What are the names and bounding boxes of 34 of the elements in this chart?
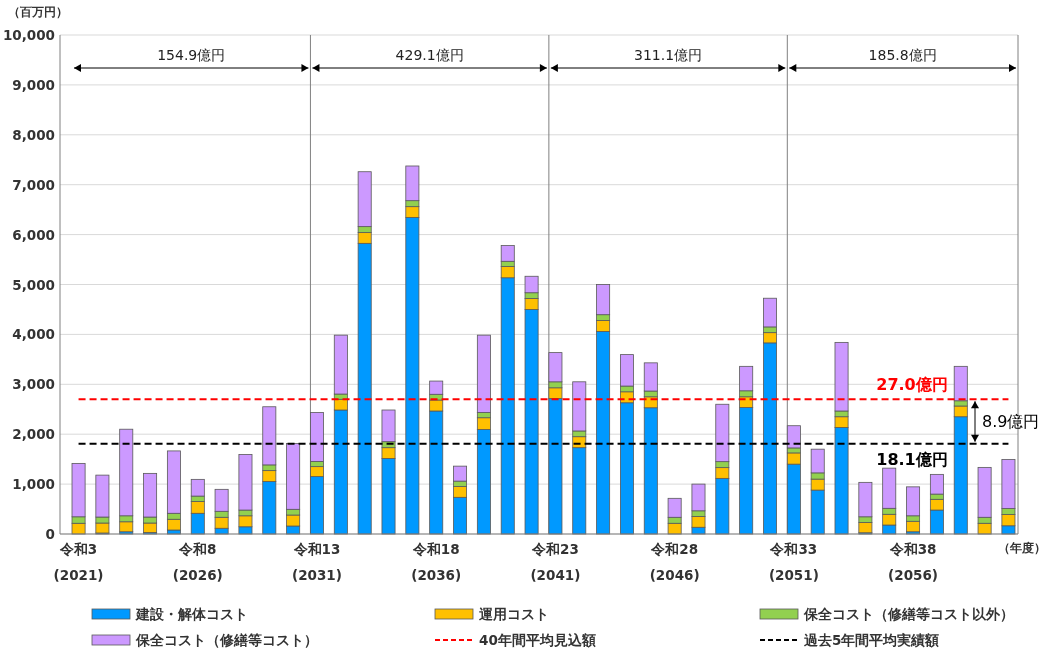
y-tick-label: 5,000 — [12, 276, 55, 293]
y-tick-label: 6,000 — [12, 226, 55, 243]
legend-label: 運用コスト — [478, 606, 549, 622]
x-tick-label: 令和38 (2056) — [888, 541, 939, 583]
legend-label: 建設・解体コスト — [135, 606, 248, 622]
annotation: 429.1億円 — [395, 47, 464, 63]
x-tick-label: 令和33 (2051) — [768, 541, 819, 583]
y-tick-label: 0 — [45, 526, 55, 542]
legend-label: 保全コスト（修繕等コスト） — [135, 632, 318, 648]
annotation: 18.1億円 — [876, 449, 948, 469]
legend-label: 過去5年間平均実績額 — [803, 632, 940, 648]
y-tick-label: 8,000 — [12, 126, 55, 143]
y-tick-label: 10,000 — [2, 27, 55, 43]
y-tick-label: 9,000 — [12, 76, 55, 93]
x-tick-label: 令和3 (2021) — [53, 541, 104, 583]
y-tick-label: 7,000 — [12, 176, 55, 193]
x-tick-label: 令和23 (2041) — [530, 541, 581, 583]
annotation: 154.9億円 — [157, 47, 226, 63]
x-tick-label: 令和18 (2036) — [411, 541, 462, 583]
y-tick-label: 4,000 — [12, 326, 55, 343]
annotation: 185.8億円 — [868, 47, 937, 63]
y-tick-label: 2,000 — [12, 426, 55, 443]
annotation: 27.0億円 — [876, 375, 948, 395]
y-axis-title: （百万円） — [8, 5, 68, 19]
y-tick-label: 1,000 — [12, 476, 55, 493]
x-tick-label: 令和28 (2046) — [649, 541, 700, 583]
annotation: 8.9億円 — [982, 411, 1040, 431]
x-tick-label: 令和13 (2031) — [292, 541, 342, 583]
x-axis-title: （年度） — [998, 541, 1046, 555]
x-tick-label: 令和8 (2026) — [172, 541, 223, 583]
legend-label: 40年間平均見込額 — [479, 632, 596, 648]
annotation: 311.1億円 — [634, 47, 703, 63]
y-tick-label: 3,000 — [12, 376, 55, 393]
legend-label: 保全コスト（修繕等コスト以外） — [803, 606, 1014, 622]
